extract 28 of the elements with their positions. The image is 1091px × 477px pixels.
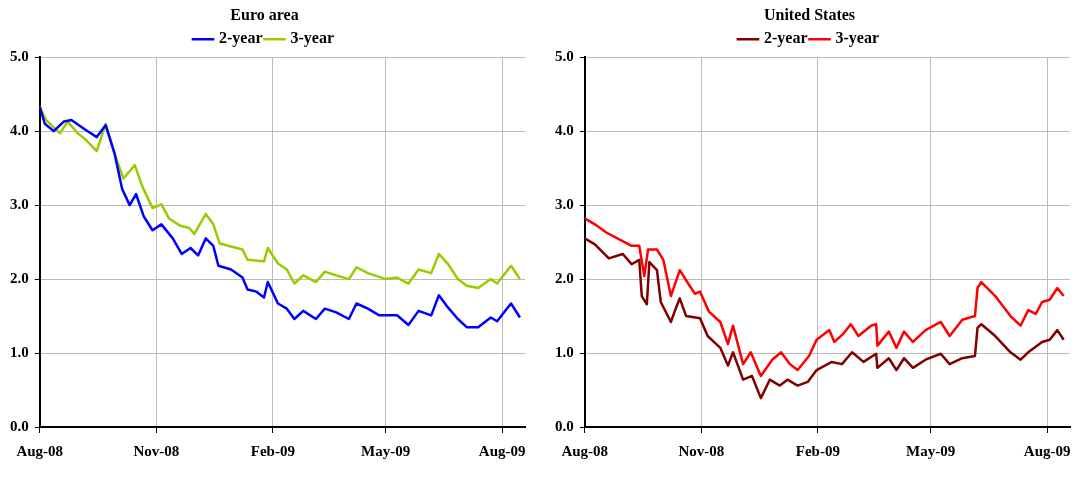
chart-title: United States xyxy=(763,5,856,23)
legend-label: 2-year xyxy=(218,29,263,48)
x-tick-label: Aug-08 xyxy=(561,442,609,459)
y-tick-label: 4.0 xyxy=(10,122,29,139)
y-tick-label: 0.0 xyxy=(10,417,29,434)
x-tick-label: May-09 xyxy=(361,442,411,459)
x-tick-label: Aug-09 xyxy=(478,442,526,459)
legend-label: 2-year xyxy=(763,29,808,48)
y-tick-label: 1.0 xyxy=(555,343,574,360)
legend-label: 3-year xyxy=(835,29,880,48)
y-tick-label: 4.0 xyxy=(555,122,574,139)
x-tick-label: May-09 xyxy=(906,442,956,459)
y-tick-label: 2.0 xyxy=(10,269,29,286)
y-tick-label: 5.0 xyxy=(10,48,29,65)
x-tick-label: Aug-09 xyxy=(1023,442,1071,459)
y-tick-label: 3.0 xyxy=(555,195,574,212)
y-tick-label: 1.0 xyxy=(10,343,29,360)
x-tick-label: Nov-08 xyxy=(678,442,725,459)
y-tick-label: 3.0 xyxy=(10,195,29,212)
y-tick-label: 0.0 xyxy=(555,417,574,434)
y-tick-label: 5.0 xyxy=(555,48,574,65)
x-tick-label: Nov-08 xyxy=(133,442,180,459)
x-tick-label: Feb-09 xyxy=(795,442,840,459)
legend-label: 3-year xyxy=(290,29,335,48)
x-tick-label: Feb-09 xyxy=(250,442,295,459)
chart-title: Euro area xyxy=(230,5,299,23)
x-tick-label: Aug-08 xyxy=(16,442,64,459)
y-tick-label: 2.0 xyxy=(555,269,574,286)
